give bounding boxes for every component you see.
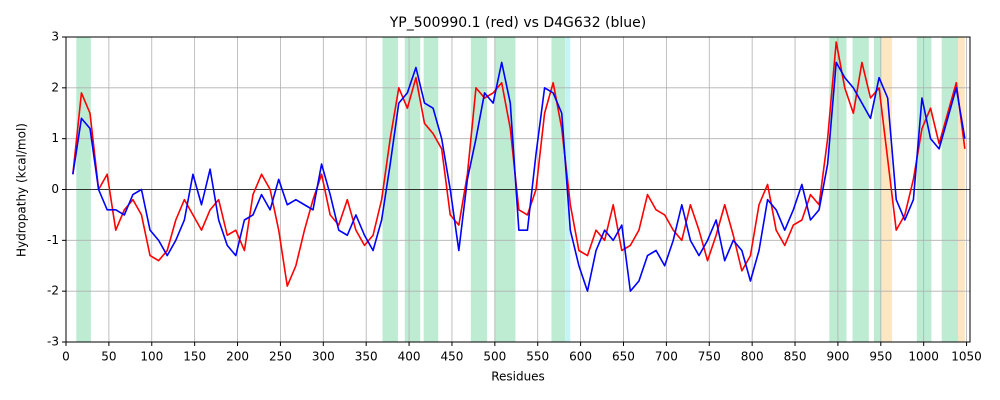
- series-line: [72, 41, 966, 287]
- y-tick-label: -1: [47, 233, 59, 247]
- x-tick-label: 0: [62, 350, 70, 364]
- axes: 0 50 100 150 200 250 300 350 400 450 500 550 600 650 7…: [47, 30, 982, 364]
- y-tick-label: -3: [47, 335, 59, 349]
- plot-area: [66, 37, 970, 342]
- x-tick-label: 50: [101, 350, 116, 364]
- x-tick-label: 900: [826, 350, 849, 364]
- x-tick-label: 300: [312, 350, 335, 364]
- chart-title: YP_500990.1 (red) vs D4G632 (blue): [389, 15, 647, 31]
- y-tick-label: -2: [47, 284, 59, 298]
- x-tick-label: 200: [226, 350, 249, 364]
- x-tick-label: 550: [526, 350, 549, 364]
- x-tick-label: 850: [784, 350, 807, 364]
- x-tick-label: 450: [441, 350, 464, 364]
- x-tick-label: 250: [269, 350, 292, 364]
- x-tick-label: 400: [398, 350, 421, 364]
- plot-frame: [65, 36, 971, 343]
- x-tick-label: 350: [355, 350, 378, 364]
- y-tick-label: 1: [51, 131, 59, 145]
- y-tick-label: 0: [51, 182, 59, 196]
- x-tick-label: 1050: [951, 350, 982, 364]
- x-tick-label: 150: [183, 350, 206, 364]
- x-tick-label: 700: [655, 350, 678, 364]
- y-tick-label: 3: [51, 30, 59, 44]
- x-tick-label: 650: [612, 350, 635, 364]
- x-tick-label: 800: [741, 350, 764, 364]
- x-tick-label: 1000: [908, 350, 939, 364]
- x-tick-label: 600: [569, 350, 592, 364]
- x-tick-label: 100: [140, 350, 163, 364]
- y-axis-label: Hydropathy (kcal/mol): [15, 123, 29, 257]
- series-line: [72, 61, 966, 292]
- x-tick-label: 950: [869, 350, 892, 364]
- x-tick-label: 500: [483, 350, 506, 364]
- x-axis-label: Residues: [491, 370, 545, 384]
- x-tick-label: 750: [698, 350, 721, 364]
- y-tick-label: 2: [51, 80, 59, 94]
